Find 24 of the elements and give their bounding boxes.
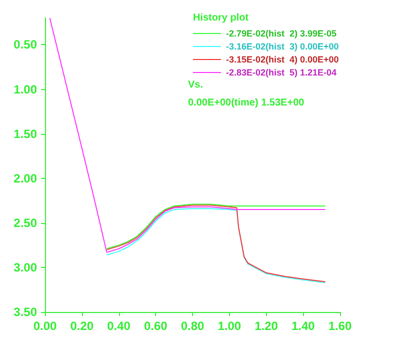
y-tick-label: 1.00	[14, 82, 38, 96]
annotation: 0.00E+00(time) 1.53E+00	[188, 98, 305, 108]
x-tick-label: 1.20	[254, 319, 278, 333]
x-tick-label: 0.80	[180, 319, 204, 333]
x-tick-label: 0.00	[33, 319, 57, 333]
legend-label: -2.83E-02(hist 5) 1.21E-04	[226, 68, 337, 78]
line-series	[106, 204, 326, 250]
x-tick-label: 1.00	[218, 319, 242, 333]
x-tick-label: 0.20	[70, 319, 94, 333]
y-tick-label: 0.50	[14, 38, 38, 52]
chart-title: History plot	[193, 12, 250, 24]
x-tick-label: 0.60	[144, 319, 168, 333]
y-tick-label: 1.50	[14, 126, 38, 141]
annotation: Vs.	[188, 80, 204, 90]
y-tick-label: 3.50	[14, 305, 38, 319]
x-tick-label: 1.60	[328, 319, 352, 333]
x-tick-label: 0.40	[107, 319, 131, 333]
legend-label: -3.15E-02(hist 4) 0.00E+00	[226, 54, 339, 64]
legend-label: -2.79E-02(hist 2) 3.99E-05	[226, 28, 337, 38]
y-tick-label: 2.00	[14, 171, 38, 186]
y-tick-label: 2.50	[14, 216, 38, 230]
y-tick-label: 3.00	[14, 260, 38, 274]
legend-label: -3.16E-02(hist 3) 0.00E+00	[226, 42, 339, 52]
x-tick-label: 1.40	[291, 319, 316, 333]
